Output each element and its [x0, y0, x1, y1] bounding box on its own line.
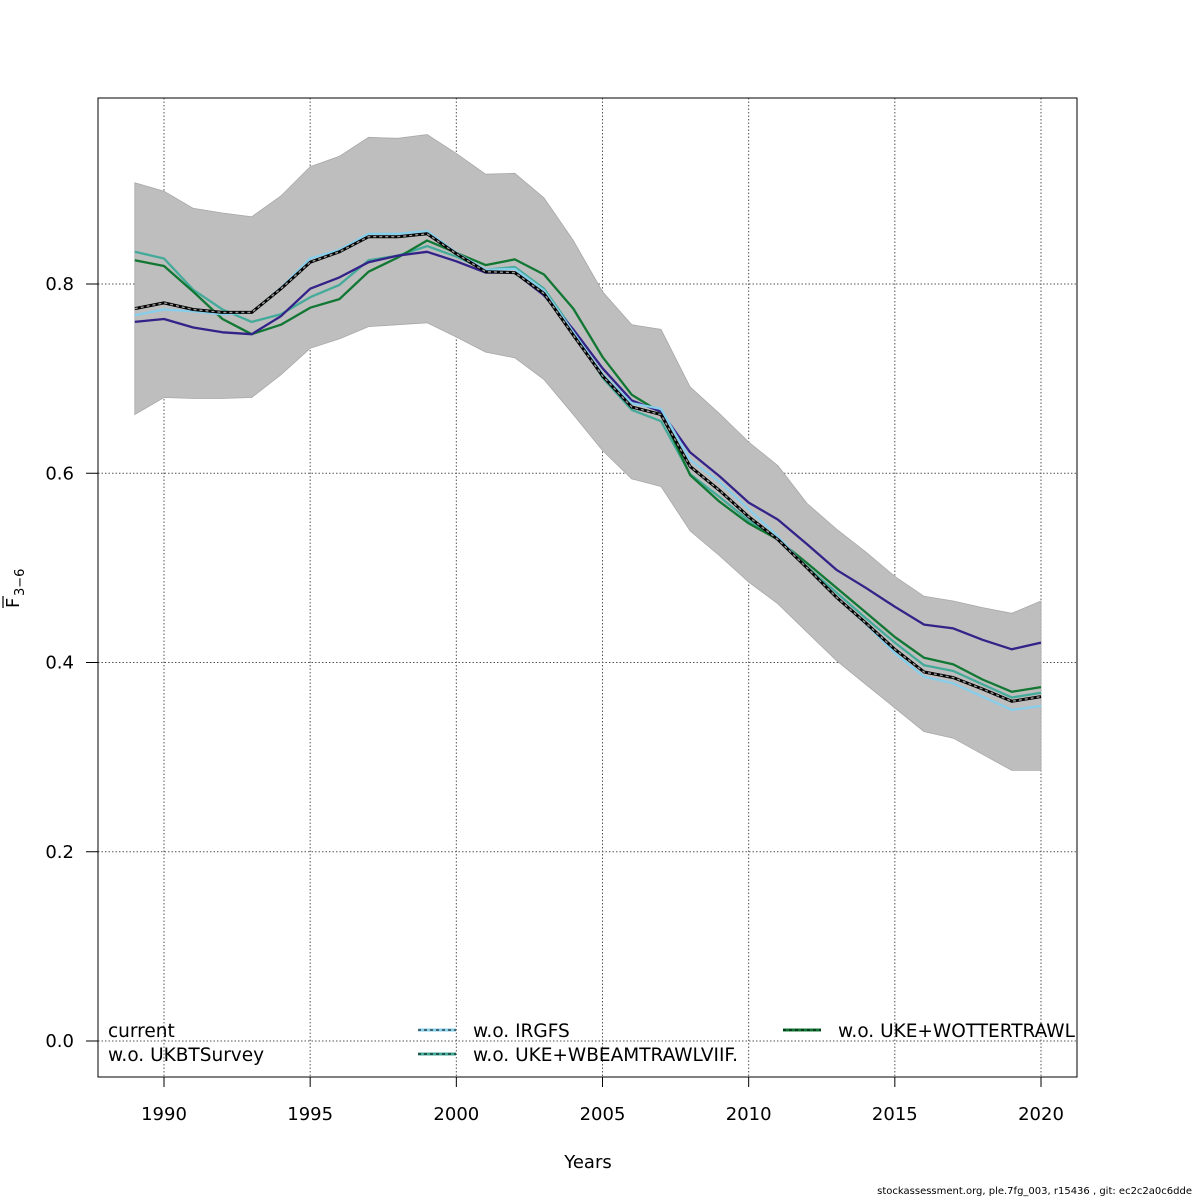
legend-label: w.o. UKE+WBEAMTRAWLVIIF. [473, 1045, 738, 1066]
y-axis: 0.0 0.2 0.4 0.6 0.8 [45, 274, 98, 1052]
x-tick-label: 2010 [726, 1104, 772, 1125]
x-axis-title: Years [563, 1152, 612, 1173]
y-tick-label: 0.6 [45, 463, 74, 484]
legend-label: w.o. IRGFS [473, 1021, 570, 1042]
legend-item-current: current [108, 1021, 175, 1042]
y-axis-title-sub: 3−6 [13, 569, 28, 596]
x-axis: 1990 1995 2000 2005 2010 2015 2020 [141, 1077, 1064, 1125]
legend-label: w.o. UKBTSurvey [108, 1045, 264, 1066]
x-tick-label: 2000 [433, 1104, 479, 1125]
series-lines [134, 229, 1042, 711]
legend-item-w-o-ukbtsurvey: w.o. UKBTSurvey [108, 1045, 264, 1066]
y-tick-label: 0.4 [45, 653, 74, 674]
legend-item-w-o-uke-wottertrawl: w.o. UKE+WOTTERTRAWL [783, 1021, 1076, 1042]
legend-label: w.o. UKE+WOTTERTRAWL [838, 1021, 1076, 1042]
plot-frame [97, 97, 1078, 1078]
confidence-band [134, 134, 1042, 771]
legend: current w.o. UKBTSurvey w.o. IRGFS w.o. UKE… [108, 1021, 1076, 1066]
series-line-current-dash [134, 233, 1042, 703]
x-tick-label: 1995 [287, 1104, 333, 1125]
y-tick-label: 0.2 [45, 842, 74, 863]
footer-text: stockassessment.org, ple.7fg_003, r15436… [877, 1186, 1192, 1197]
y-axis-title-main: F [3, 598, 24, 608]
x-tick-label: 1990 [141, 1104, 187, 1125]
legend-item-w-o-irgfs: w.o. IRGFS [418, 1021, 570, 1042]
x-tick-label: 2005 [580, 1104, 626, 1125]
series-line-w-o-ukbtsurvey [134, 250, 1042, 651]
y-tick-label: 0.0 [45, 1031, 74, 1052]
x-tick-label: 2015 [872, 1104, 918, 1125]
x-tick-label: 2020 [1018, 1104, 1064, 1125]
y-tick-label: 0.8 [45, 274, 74, 295]
legend-item-w-o-uke-wbeamtrawlviif: w.o. UKE+WBEAMTRAWLVIIF. [418, 1045, 738, 1066]
y-axis-title: F 3−6 [2, 569, 28, 608]
legend-label: current [108, 1021, 175, 1042]
series-line-w-o-uke-wottertrawl [134, 239, 1042, 693]
